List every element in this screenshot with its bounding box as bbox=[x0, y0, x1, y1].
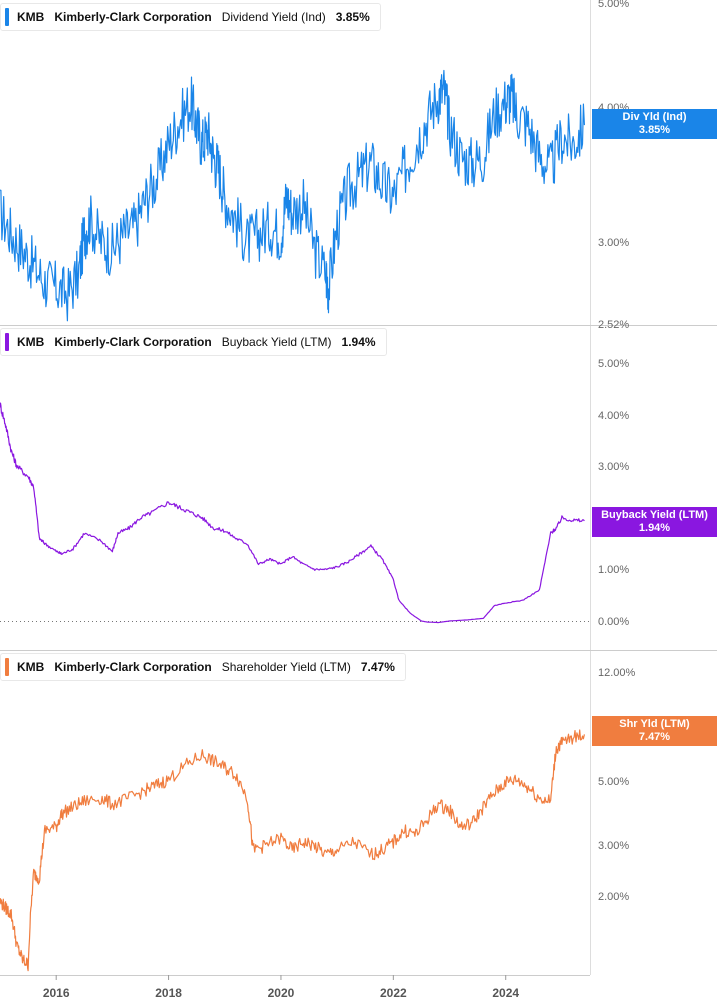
legend-dividend-yield: KMB Kimberly-Clark Corporation Dividend … bbox=[0, 3, 381, 31]
y-tick-label: 2.00% bbox=[598, 891, 629, 903]
series-line bbox=[0, 69, 585, 322]
value-tag-label: Buyback Yield (LTM) bbox=[601, 509, 708, 521]
legend-current-value: 3.85% bbox=[335, 10, 370, 24]
value-tag-value: 3.85% bbox=[638, 124, 671, 136]
series-line bbox=[0, 729, 585, 972]
y-tick-label: 3.00% bbox=[598, 840, 629, 852]
legend-metric: Dividend Yield (Ind) bbox=[221, 10, 326, 24]
y-tick-label: 1.00% bbox=[598, 564, 629, 576]
legend-company: Kimberly-Clark Corporation bbox=[54, 335, 212, 349]
x-tick-label: 2020 bbox=[268, 986, 295, 1000]
legend-current-value: 1.94% bbox=[341, 335, 376, 349]
value-tag-shareholder: Shr Yld (LTM) 7.47% bbox=[592, 716, 717, 746]
legend-company: Kimberly-Clark Corporation bbox=[54, 10, 212, 24]
y-tick-label: 5.00% bbox=[598, 0, 629, 10]
value-tag-label: Div Yld (Ind) bbox=[622, 111, 687, 123]
x-tick-label: 2024 bbox=[492, 986, 519, 1000]
y-tick-label: 3.00% bbox=[598, 461, 629, 473]
x-tick-label: 2022 bbox=[380, 986, 407, 1000]
series-line bbox=[0, 402, 585, 624]
y-tick-label: 4.00% bbox=[598, 410, 629, 422]
value-tag-value: 1.94% bbox=[638, 522, 671, 534]
legend-metric: Shareholder Yield (LTM) bbox=[221, 660, 351, 674]
y-tick-label: 12.00% bbox=[598, 667, 636, 679]
y-tick-label: 2.52% bbox=[598, 319, 629, 331]
y-tick-label: 5.00% bbox=[598, 776, 629, 788]
legend-ticker: KMB bbox=[17, 335, 45, 349]
value-tag-dividend: Div Yld (Ind) 3.85% bbox=[592, 109, 717, 139]
value-tag-buyback: Buyback Yield (LTM) 1.94% bbox=[592, 507, 717, 537]
legend-shareholder-color-swatch bbox=[5, 658, 9, 676]
legend-dividend-color-swatch bbox=[5, 8, 9, 26]
legend-shareholder-yield: KMB Kimberly-Clark Corporation Sharehold… bbox=[0, 653, 406, 681]
legend-metric: Buyback Yield (LTM) bbox=[221, 335, 332, 349]
legend-ticker: KMB bbox=[17, 660, 45, 674]
legend-current-value: 7.47% bbox=[360, 660, 395, 674]
x-tick-label: 2018 bbox=[155, 986, 182, 1000]
legend-buyback-yield: KMB Kimberly-Clark Corporation Buyback Y… bbox=[0, 328, 387, 356]
value-tag-value: 7.47% bbox=[638, 731, 671, 743]
legend-ticker: KMB bbox=[17, 10, 45, 24]
y-tick-label: 3.00% bbox=[598, 237, 629, 249]
x-tick-label: 2016 bbox=[43, 986, 70, 1000]
legend-company: Kimberly-Clark Corporation bbox=[54, 660, 212, 674]
value-tag-label: Shr Yld (LTM) bbox=[619, 718, 690, 730]
legend-buyback-color-swatch bbox=[5, 333, 9, 351]
y-tick-label: 5.00% bbox=[598, 358, 629, 370]
y-tick-label: 0.00% bbox=[598, 616, 629, 628]
